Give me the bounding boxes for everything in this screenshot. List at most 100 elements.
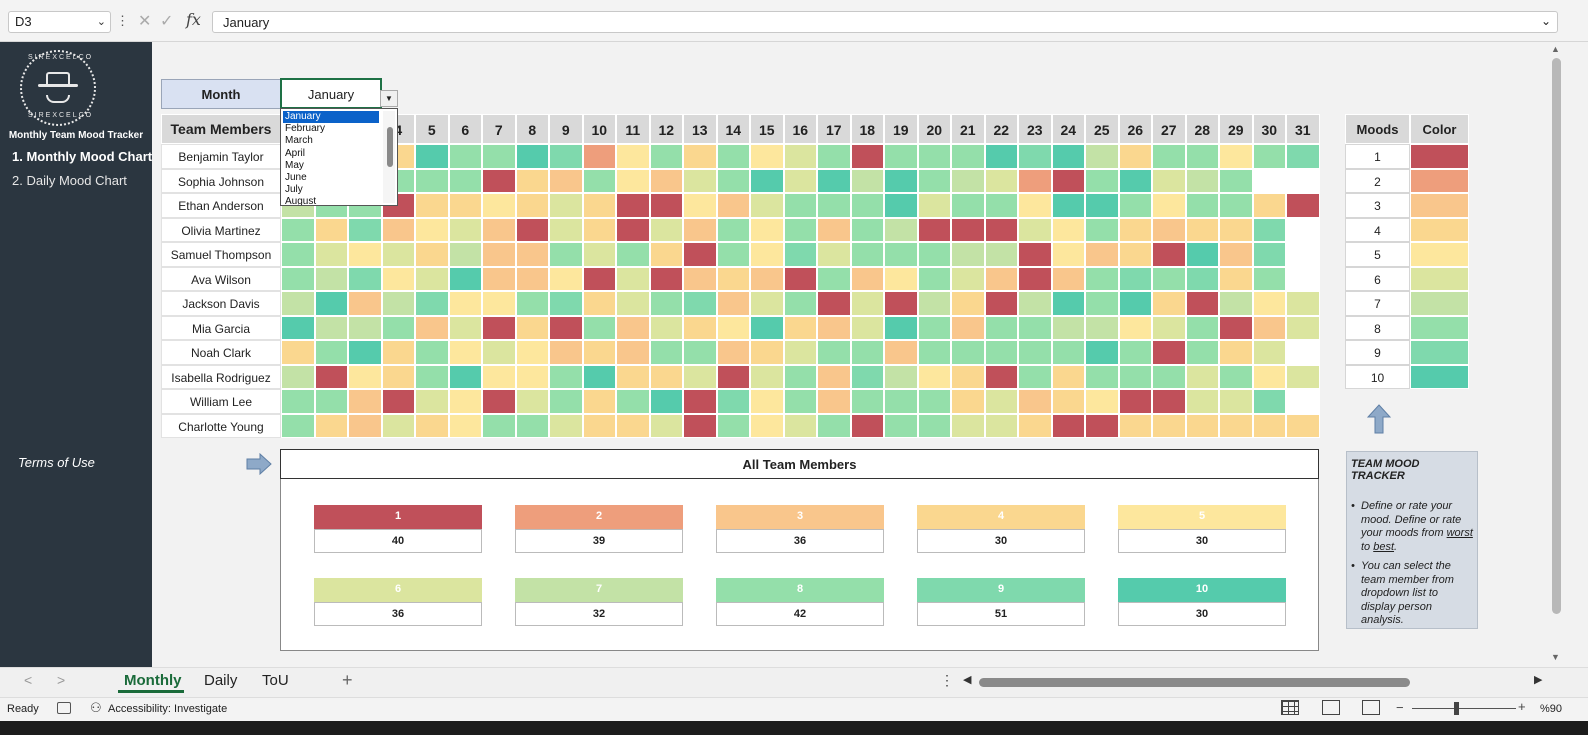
cancel-icon[interactable]: ✕ <box>138 13 152 30</box>
check-icon[interactable]: ✓ <box>160 13 174 30</box>
mood-cell[interactable] <box>482 242 516 267</box>
mood-cell[interactable] <box>850 340 884 365</box>
mood-cell[interactable] <box>1085 340 1119 365</box>
mood-cell[interactable] <box>917 217 951 242</box>
mood-cell[interactable] <box>649 291 683 316</box>
mood-cell[interactable] <box>750 291 784 316</box>
mood-cell[interactable] <box>1018 242 1052 267</box>
mood-cell[interactable] <box>616 340 650 365</box>
mood-cell[interactable] <box>984 242 1018 267</box>
mood-cell[interactable] <box>917 291 951 316</box>
mood-cell[interactable] <box>448 389 482 414</box>
mood-cell[interactable] <box>683 315 717 340</box>
mood-cell[interactable] <box>549 364 583 389</box>
mood-cell[interactable] <box>683 413 717 438</box>
mood-cell[interactable] <box>381 413 415 438</box>
mood-cell[interactable] <box>582 291 616 316</box>
member-name[interactable]: Ethan Anderson <box>161 193 281 218</box>
mood-cell[interactable] <box>951 364 985 389</box>
add-sheet-icon[interactable]: + <box>342 670 353 690</box>
mood-cell[interactable] <box>1185 193 1219 218</box>
mood-cell[interactable] <box>716 389 750 414</box>
mood-cell[interactable] <box>348 217 382 242</box>
mood-cell[interactable] <box>850 168 884 193</box>
mood-cell[interactable] <box>549 291 583 316</box>
mood-cell[interactable] <box>951 291 985 316</box>
mood-cell[interactable] <box>348 266 382 291</box>
mood-cell[interactable] <box>750 168 784 193</box>
mood-cell[interactable] <box>884 266 918 291</box>
mood-cell[interactable] <box>1051 144 1085 169</box>
mood-cell[interactable] <box>1152 193 1186 218</box>
mood-cell[interactable] <box>616 242 650 267</box>
mood-cell[interactable] <box>783 364 817 389</box>
mood-cell[interactable] <box>951 389 985 414</box>
mood-cell[interactable] <box>850 315 884 340</box>
mood-cell[interactable] <box>850 389 884 414</box>
more-options-icon[interactable]: ⋮ <box>116 13 129 28</box>
member-name[interactable]: Jackson Davis <box>161 291 281 316</box>
mood-cell[interactable] <box>1018 364 1052 389</box>
month-option[interactable]: May <box>285 159 304 171</box>
mood-cell[interactable] <box>850 364 884 389</box>
mood-cell[interactable] <box>1018 144 1052 169</box>
horizontal-scroll-thumb[interactable] <box>979 678 1410 687</box>
mood-cell[interactable] <box>951 266 985 291</box>
mood-cell[interactable] <box>314 413 348 438</box>
mood-cell[interactable] <box>1185 144 1219 169</box>
mood-cell[interactable] <box>1085 266 1119 291</box>
mood-cell[interactable] <box>348 315 382 340</box>
formula-input[interactable]: January ⌄ <box>212 11 1558 33</box>
chevron-down-icon[interactable]: ⌄ <box>96 16 106 28</box>
vertical-scroll-thumb[interactable] <box>1552 58 1561 614</box>
mood-cell[interactable] <box>1185 389 1219 414</box>
mood-cell[interactable] <box>1252 315 1286 340</box>
mood-cell[interactable] <box>1051 389 1085 414</box>
mood-cell[interactable] <box>783 168 817 193</box>
mood-cell[interactable] <box>1286 340 1320 365</box>
mood-cell[interactable] <box>415 193 449 218</box>
mood-cell[interactable] <box>616 217 650 242</box>
mood-cell[interactable] <box>448 242 482 267</box>
tab-tou[interactable]: ToU <box>262 672 289 689</box>
mood-cell[interactable] <box>783 389 817 414</box>
mood-cell[interactable] <box>415 315 449 340</box>
mood-cell[interactable] <box>750 217 784 242</box>
mood-cell[interactable] <box>951 242 985 267</box>
mood-cell[interactable] <box>1118 413 1152 438</box>
mood-cell[interactable] <box>1252 291 1286 316</box>
mood-cell[interactable] <box>281 340 315 365</box>
member-name[interactable]: Charlotte Young <box>161 413 281 438</box>
mood-cell[interactable] <box>817 291 851 316</box>
mood-cell[interactable] <box>415 340 449 365</box>
mood-cell[interactable] <box>348 413 382 438</box>
mood-cell[interactable] <box>1185 266 1219 291</box>
mood-cell[interactable] <box>649 193 683 218</box>
mood-cell[interactable] <box>716 144 750 169</box>
mood-cell[interactable] <box>884 413 918 438</box>
member-name[interactable]: Noah Clark <box>161 340 281 365</box>
mood-cell[interactable] <box>1152 413 1186 438</box>
next-sheet-icon[interactable]: > <box>57 672 66 688</box>
mood-cell[interactable] <box>616 389 650 414</box>
mood-cell[interactable] <box>917 168 951 193</box>
tab-monthly[interactable]: Monthly <box>124 672 182 689</box>
mood-cell[interactable] <box>1051 193 1085 218</box>
mood-cell[interactable] <box>951 340 985 365</box>
month-option[interactable]: January <box>283 111 379 123</box>
mood-cell[interactable] <box>381 217 415 242</box>
member-name[interactable]: Sophia Johnson <box>161 168 281 193</box>
mood-cell[interactable] <box>1152 266 1186 291</box>
mood-cell[interactable] <box>783 242 817 267</box>
mood-cell[interactable] <box>649 217 683 242</box>
insert-function-icon[interactable]: fx <box>186 10 201 29</box>
mood-cell[interactable] <box>348 242 382 267</box>
mood-cell[interactable] <box>415 389 449 414</box>
mood-cell[interactable] <box>683 266 717 291</box>
mood-cell[interactable] <box>1085 389 1119 414</box>
mood-cell[interactable] <box>750 144 784 169</box>
mood-cell[interactable] <box>1252 144 1286 169</box>
mood-cell[interactable] <box>884 340 918 365</box>
mood-cell[interactable] <box>281 413 315 438</box>
mood-cell[interactable] <box>314 364 348 389</box>
